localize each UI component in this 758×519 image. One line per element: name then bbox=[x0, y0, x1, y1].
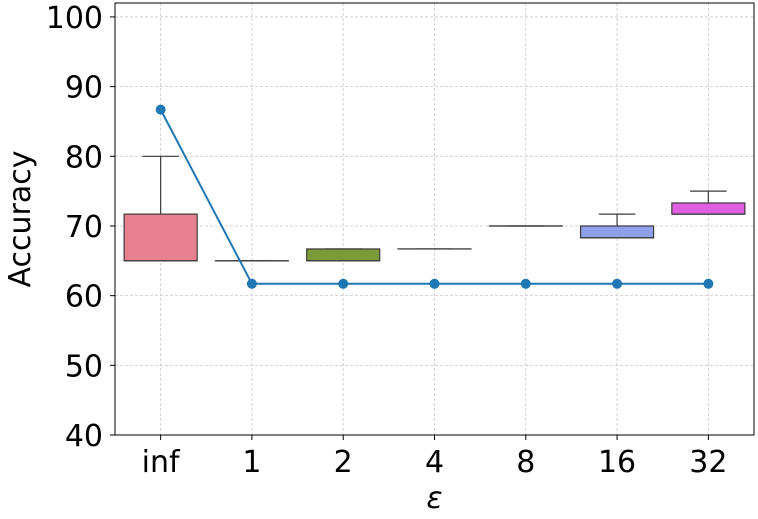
series-point bbox=[155, 104, 166, 115]
box-2 bbox=[306, 248, 381, 262]
y-tick-label: 80 bbox=[65, 140, 103, 175]
box-16 bbox=[579, 213, 655, 239]
x-tick-label: 16 bbox=[598, 445, 636, 480]
box-32 bbox=[671, 190, 746, 215]
tick-labels: 40 50 60 70 80 90 100 inf 1 2 4 8 16 32 bbox=[46, 1, 728, 480]
series-point bbox=[429, 278, 440, 289]
y-tick-label: 60 bbox=[65, 280, 103, 315]
series-point bbox=[338, 278, 349, 289]
box-body bbox=[671, 202, 746, 215]
x-tick-label: 32 bbox=[689, 445, 727, 480]
x-tick-label: 1 bbox=[242, 445, 261, 480]
x-axis-label: ε bbox=[426, 481, 442, 516]
box-inf bbox=[123, 155, 198, 262]
y-tick-label: 100 bbox=[46, 1, 103, 36]
series-point bbox=[703, 278, 714, 289]
x-tick-label: 4 bbox=[425, 445, 444, 480]
series-point bbox=[520, 278, 531, 289]
grid-lines bbox=[115, 3, 754, 436]
box-body bbox=[306, 248, 381, 262]
line-series bbox=[155, 104, 714, 289]
series-point bbox=[246, 278, 257, 289]
x-tick-label: inf bbox=[142, 445, 181, 480]
box-plots bbox=[123, 155, 746, 262]
series-point bbox=[612, 278, 623, 289]
box-body bbox=[579, 225, 655, 239]
x-tick-label: 8 bbox=[516, 445, 535, 480]
y-tick-label: 90 bbox=[65, 71, 103, 106]
x-tick-label: 2 bbox=[334, 445, 353, 480]
box-body bbox=[123, 213, 198, 262]
y-tick-label: 40 bbox=[65, 419, 103, 454]
y-tick-label: 50 bbox=[65, 349, 103, 384]
y-tick-label: 70 bbox=[65, 210, 103, 245]
y-axis-label: Accuracy bbox=[3, 151, 38, 288]
